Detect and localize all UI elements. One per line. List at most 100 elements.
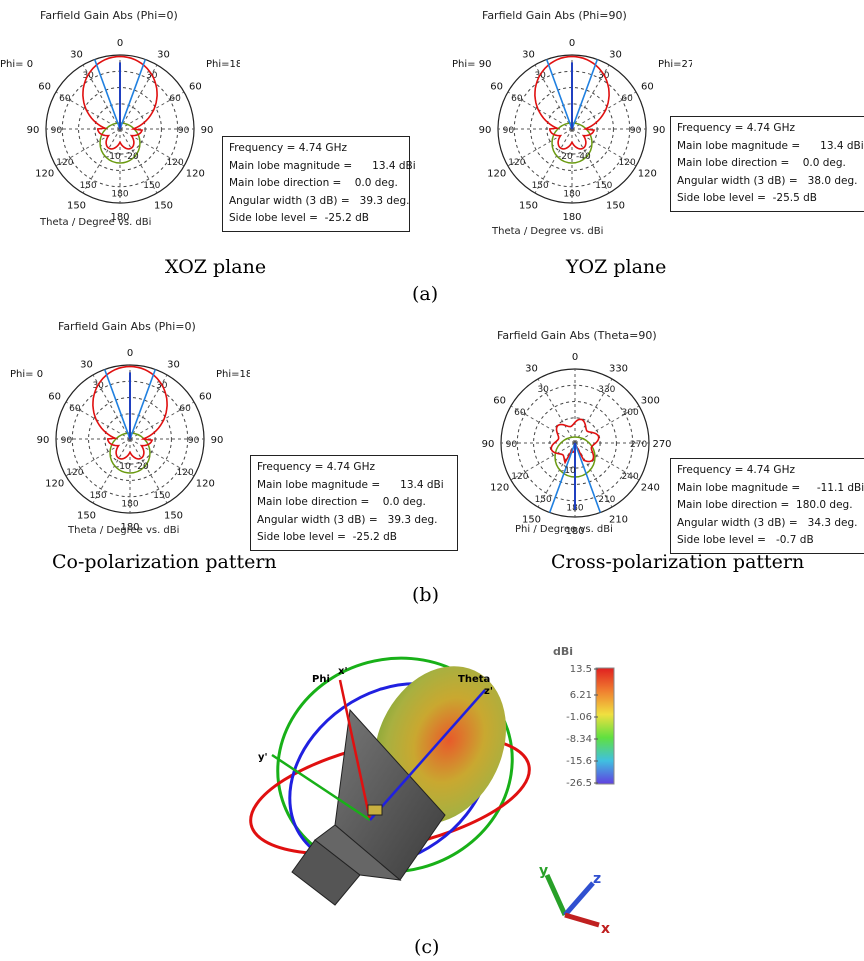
outer-tick-label: 120 [638, 169, 657, 180]
grid-spoke [55, 91, 121, 130]
red-pattern-trace [82, 55, 158, 150]
info-line: Main lobe direction = 0.0 deg. [257, 496, 426, 508]
ring-value-label: -10 [561, 466, 576, 476]
outer-tick-label: 90 [479, 125, 492, 136]
grid-spoke [534, 128, 573, 194]
outer-tick-label: 30 [80, 360, 93, 371]
outer-tick-label: 210 [609, 514, 628, 525]
caption-b: (b) [412, 584, 439, 606]
ring-value-label: -20 [124, 152, 139, 162]
outer-tick-label: 30 [70, 50, 83, 61]
plot4: 0 30 330 60 300 90 270 120 240 150 210 180 30 330 60 30… [455, 350, 695, 544]
info-line: Angular width (3 dB) = 39.3 deg. [229, 194, 410, 207]
grid-spoke [92, 438, 131, 504]
info-line: Frequency = 4.74 GHz [229, 142, 347, 154]
polar-plot-4: 0 30 330 60 300 90 270 120 240 150 210 180 30 330 60 30… [482, 352, 672, 537]
caption-co-pol: Co-polarization pattern [52, 551, 277, 573]
outer-tick-label: 270 [652, 439, 671, 450]
colorbar: 13.5 6.21 -1.06 -8.34 -15.6 -26.5 [552, 660, 632, 799]
beamwidth-line [129, 369, 157, 440]
outer-tick-label: 0 [572, 352, 578, 363]
axis-y-prime [271, 753, 371, 822]
ring-value-label: -20 [134, 462, 149, 472]
inner-tick-label: 210 [598, 495, 615, 505]
axis-triad-svg: y z x [539, 863, 610, 937]
info-line: Main lobe magnitude = 13.4 dBi [257, 478, 444, 491]
outer-right-label: Phi=270 [658, 59, 692, 70]
inner-tick-label: 60 [59, 94, 71, 104]
ring-value-label: -40 [576, 152, 591, 162]
info-line: Frequency = 4.74 GHz [677, 122, 795, 134]
triad-z-axis [563, 881, 595, 917]
inner-tick-label: 150 [90, 491, 107, 501]
inner-tick-label: 270 [630, 440, 647, 450]
inner-tick-label: 120 [619, 158, 636, 168]
grid-spoke [119, 128, 158, 194]
outer-tick-label: 330 [609, 364, 628, 375]
info-line: Main lobe direction = 180.0 deg. [677, 499, 853, 511]
inner-tick-label: 150 [153, 491, 170, 501]
axis-triad: y z x [535, 863, 625, 939]
inner-tick-label: 150 [80, 181, 97, 191]
outer-tick-label: 150 [77, 510, 96, 521]
inner-tick-label: 60 [621, 94, 633, 104]
outer-tick-label: 180 [562, 212, 581, 223]
plot1-title: Farfield Gain Abs (Phi=0) [40, 9, 178, 22]
inner-tick-label: 120 [66, 468, 83, 478]
inner-tick-label: 30 [537, 385, 549, 395]
grid-spoke [574, 442, 640, 481]
ring-value-label: -10 [106, 152, 121, 162]
beamwidth-line [571, 59, 599, 130]
triad-y-axis [544, 873, 568, 917]
plot2-title: Farfield Gain Abs (Phi=90) [482, 9, 627, 22]
inner-tick-label: 60 [179, 404, 191, 414]
outer-tick-label: 180 [565, 526, 584, 537]
outer-tick-label: 30 [609, 50, 622, 61]
grid-spoke [129, 374, 168, 440]
inner-tick-label: 90 [630, 126, 642, 136]
inner-tick-label: 120 [56, 158, 73, 168]
info-line: Side lobe level = -25.2 dB [229, 212, 370, 224]
outer-tick-label: 90 [201, 125, 214, 136]
info-line: Side lobe level = -0.7 dB [677, 534, 814, 546]
caption-cross-pol: Cross-polarization pattern [551, 551, 805, 573]
inner-tick-label: 300 [622, 408, 639, 418]
outer-tick-label: 180 [120, 522, 139, 533]
outer-tick-label: 60 [493, 396, 506, 407]
outer-tick-label: 150 [67, 200, 86, 211]
green-ring [276, 656, 514, 874]
outer-tick-label: 30 [525, 364, 538, 375]
outer-tick-label: 30 [522, 50, 535, 61]
inner-tick-label: 60 [511, 94, 523, 104]
grid-spoke [571, 91, 637, 130]
outer-tick-label: 120 [487, 169, 506, 180]
colorbar-tick-label: -1.06 [566, 712, 592, 723]
outer-tick-label: 150 [164, 510, 183, 521]
outer-tick-label: 90 [482, 439, 495, 450]
axis-z-prime [369, 689, 486, 821]
inner-tick-label: 150 [532, 181, 549, 191]
polar-plot-1: Phi= 0Phi=180030306060909012012015015018… [0, 38, 249, 223]
inner-tick-label: 180 [121, 500, 138, 510]
outer-tick-label: 150 [519, 200, 538, 211]
outer-tick-label: 120 [35, 169, 54, 180]
outer-tick-label: 120 [490, 483, 509, 494]
grid-spoke [510, 405, 576, 444]
inner-tick-label: 60 [169, 94, 181, 104]
inner-tick-label: 240 [622, 472, 639, 482]
label-y-prime: y' [258, 752, 268, 763]
plot1-axis-label: Theta / Degree vs. dBi [40, 217, 152, 228]
inner-tick-label: 180 [111, 190, 128, 200]
triad-x-axis [564, 912, 600, 928]
inner-tick-label: 150 [143, 181, 160, 191]
feed-probe [367, 804, 383, 816]
outer-tick-label: 120 [186, 169, 205, 180]
outer-tick-label: 240 [641, 483, 660, 494]
colorbar-tick-label: -15.6 [566, 756, 592, 767]
grid-spoke [574, 378, 613, 444]
outer-tick-label: 30 [167, 360, 180, 371]
colorbar-tick-label: -8.34 [566, 734, 592, 745]
inner-tick-label: 150 [535, 495, 552, 505]
info-line: Main lobe direction = 0.0 deg. [677, 157, 846, 169]
outer-tick-label: 60 [641, 82, 654, 93]
